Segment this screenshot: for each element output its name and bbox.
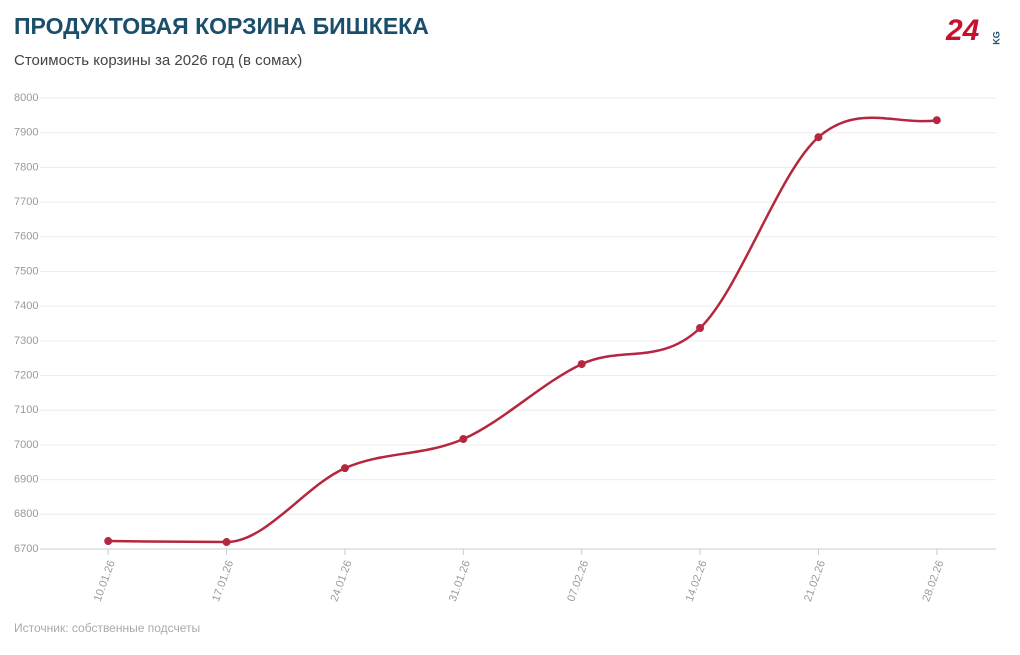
- data-point: [340, 464, 349, 473]
- data-point: [577, 360, 586, 369]
- y-tick-label: 6700: [14, 543, 38, 555]
- x-tick-label: 28.02.26: [920, 559, 946, 603]
- x-tick-label: 31.01.26: [447, 559, 473, 603]
- data-point: [222, 538, 231, 547]
- data-point: [814, 133, 823, 142]
- y-tick-label: 7100: [14, 404, 38, 416]
- source: Источник: собственные подсчеты: [14, 621, 200, 635]
- y-tick-label: 7000: [14, 439, 38, 451]
- y-tick-label: 7900: [14, 127, 38, 139]
- y-tick-label: 7600: [14, 231, 38, 243]
- y-tick-label: 6800: [14, 508, 38, 520]
- y-tick-label: 7800: [14, 161, 38, 173]
- series-line: [108, 116, 937, 544]
- y-tick-label: 7500: [14, 265, 38, 277]
- chart-title: ПРОДУКТОВАЯ КОРЗИНА БИШКЕКА: [14, 13, 429, 39]
- y-tick-label: 7700: [14, 196, 38, 208]
- x-tick-label: 10.01.26: [92, 559, 118, 603]
- y-tick-label: 7200: [14, 369, 38, 381]
- x-tick-label: 14.02.26: [684, 559, 710, 603]
- y-tick-label: 6900: [14, 474, 38, 486]
- data-point: [104, 537, 113, 546]
- y-tick-label: 7400: [14, 300, 38, 312]
- y-tick-label: 8000: [14, 92, 38, 104]
- data-point: [932, 116, 941, 125]
- logo-number: 24: [945, 14, 980, 47]
- y-tick-label: 7300: [14, 335, 38, 347]
- x-tick-label: 07.02.26: [565, 559, 591, 603]
- chart-subtitle: Стоимость корзины за 2026 год (в сомах): [14, 52, 302, 69]
- logo-suffix: KG: [991, 31, 1001, 45]
- data-point: [696, 324, 705, 333]
- x-tick-label: 17.01.26: [210, 559, 236, 603]
- x-tick-label: 21.02.26: [802, 559, 828, 603]
- x-tick-label: 24.01.26: [329, 559, 355, 603]
- data-point: [459, 435, 468, 444]
